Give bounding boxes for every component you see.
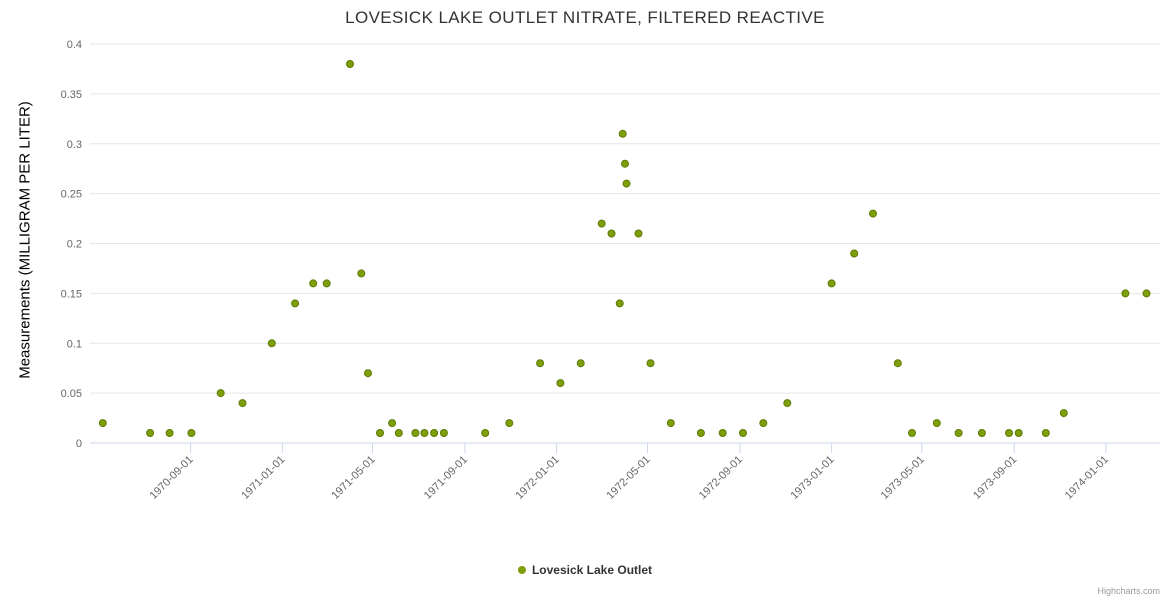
x-axis-tick-label: 1973-09-01 — [971, 454, 1019, 502]
data-point[interactable] — [1142, 289, 1151, 298]
data-point[interactable] — [309, 279, 318, 288]
data-point[interactable] — [932, 419, 941, 428]
x-axis-tick-label: 1971-01-01 — [239, 454, 287, 502]
data-point[interactable] — [394, 429, 403, 437]
data-point[interactable] — [977, 429, 986, 437]
data-point[interactable] — [430, 429, 439, 437]
data-point[interactable] — [481, 429, 490, 437]
data-point[interactable] — [759, 419, 768, 428]
data-point[interactable] — [187, 429, 196, 437]
data-point[interactable] — [1041, 429, 1050, 437]
data-point[interactable] — [827, 279, 836, 288]
data-point[interactable] — [739, 429, 747, 437]
data-point[interactable] — [146, 429, 155, 437]
y-axis-tick-label: 0.05 — [61, 388, 82, 400]
data-point[interactable] — [576, 359, 585, 368]
x-axis-tick-label: 1974-01-01 — [1063, 454, 1111, 502]
data-point[interactable] — [893, 359, 902, 368]
data-point[interactable] — [622, 179, 631, 188]
data-point[interactable] — [850, 249, 859, 258]
data-point[interactable] — [954, 429, 963, 437]
data-point[interactable] — [646, 359, 655, 368]
x-axis-tick-label: 1971-05-01 — [329, 454, 377, 502]
data-point[interactable] — [783, 399, 792, 408]
data-point[interactable] — [267, 339, 276, 348]
data-point[interactable] — [696, 429, 705, 437]
x-axis-tick-label: 1972-05-01 — [604, 454, 652, 502]
data-point[interactable] — [666, 419, 675, 428]
chart-title: LOVESICK LAKE OUTLET NITRATE, FILTERED R… — [345, 8, 825, 27]
data-point[interactable] — [621, 159, 629, 168]
data-point[interactable] — [505, 419, 514, 428]
y-axis-tick-label: 0.3 — [67, 139, 82, 151]
data-point[interactable] — [607, 229, 616, 238]
x-axis-tick-label: 1973-01-01 — [788, 454, 836, 502]
x-axis-tick-label: 1972-09-01 — [697, 454, 745, 502]
highcharts-credit-link[interactable]: Highcharts.com — [1097, 586, 1160, 596]
legend-label: Lovesick Lake Outlet — [531, 563, 653, 577]
data-point[interactable] — [376, 429, 384, 437]
legend-marker-icon — [517, 566, 526, 574]
data-point[interactable] — [634, 229, 643, 238]
data-point[interactable] — [420, 429, 429, 437]
x-axis-tick-label: 1972-01-01 — [513, 454, 561, 502]
data-point[interactable] — [364, 369, 372, 378]
data-point[interactable] — [1014, 429, 1023, 437]
data-point[interactable] — [618, 129, 627, 138]
data-point[interactable] — [165, 429, 174, 437]
data-point[interactable] — [98, 419, 107, 428]
data-point[interactable] — [869, 209, 877, 218]
data-point[interactable] — [322, 279, 331, 288]
data-point[interactable] — [216, 389, 225, 398]
data-point[interactable] — [357, 269, 366, 278]
data-point[interactable] — [597, 219, 606, 228]
data-point[interactable] — [556, 379, 565, 388]
y-axis-tick-label: 0.25 — [61, 189, 82, 201]
data-point[interactable] — [411, 429, 420, 437]
data-point[interactable] — [238, 399, 247, 408]
data-point[interactable] — [1121, 289, 1130, 298]
y-axis-tick-label: 0.2 — [67, 239, 82, 251]
data-point[interactable] — [346, 60, 354, 68]
data-point[interactable] — [439, 429, 448, 437]
legend-item[interactable]: Lovesick Lake Outlet — [517, 563, 653, 577]
data-point[interactable] — [388, 419, 397, 428]
data-point[interactable] — [718, 429, 727, 437]
data-point[interactable] — [908, 429, 916, 437]
data-point[interactable] — [1005, 429, 1013, 437]
y-axis-tick-label: 0 — [76, 438, 82, 450]
y-axis-tick-label: 0.15 — [61, 288, 82, 300]
data-point[interactable] — [291, 299, 300, 308]
data-point[interactable] — [615, 299, 624, 308]
y-axis-tick-label: 0.1 — [67, 338, 82, 350]
y-axis-tick-label: 0.35 — [61, 89, 82, 101]
x-axis-tick-label: 1971-09-01 — [422, 454, 470, 502]
y-axis-tick-label: 0.4 — [67, 39, 82, 51]
x-axis-tick-label: 1970-09-01 — [148, 454, 196, 502]
data-point[interactable] — [1059, 409, 1068, 418]
x-axis-tick-label: 1973-05-01 — [879, 454, 927, 502]
data-point[interactable] — [536, 359, 545, 368]
